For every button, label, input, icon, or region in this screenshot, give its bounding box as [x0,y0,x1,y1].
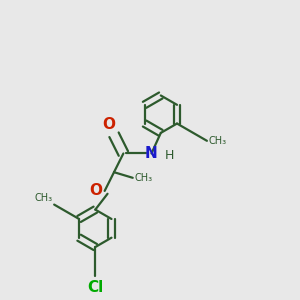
Text: O: O [102,117,115,132]
Text: O: O [89,183,102,198]
Text: H: H [164,149,174,162]
Text: CH₃: CH₃ [134,173,152,183]
Text: CH₃: CH₃ [34,193,53,203]
Text: CH₃: CH₃ [208,136,226,146]
Text: Cl: Cl [87,280,104,295]
Text: N: N [145,146,158,161]
